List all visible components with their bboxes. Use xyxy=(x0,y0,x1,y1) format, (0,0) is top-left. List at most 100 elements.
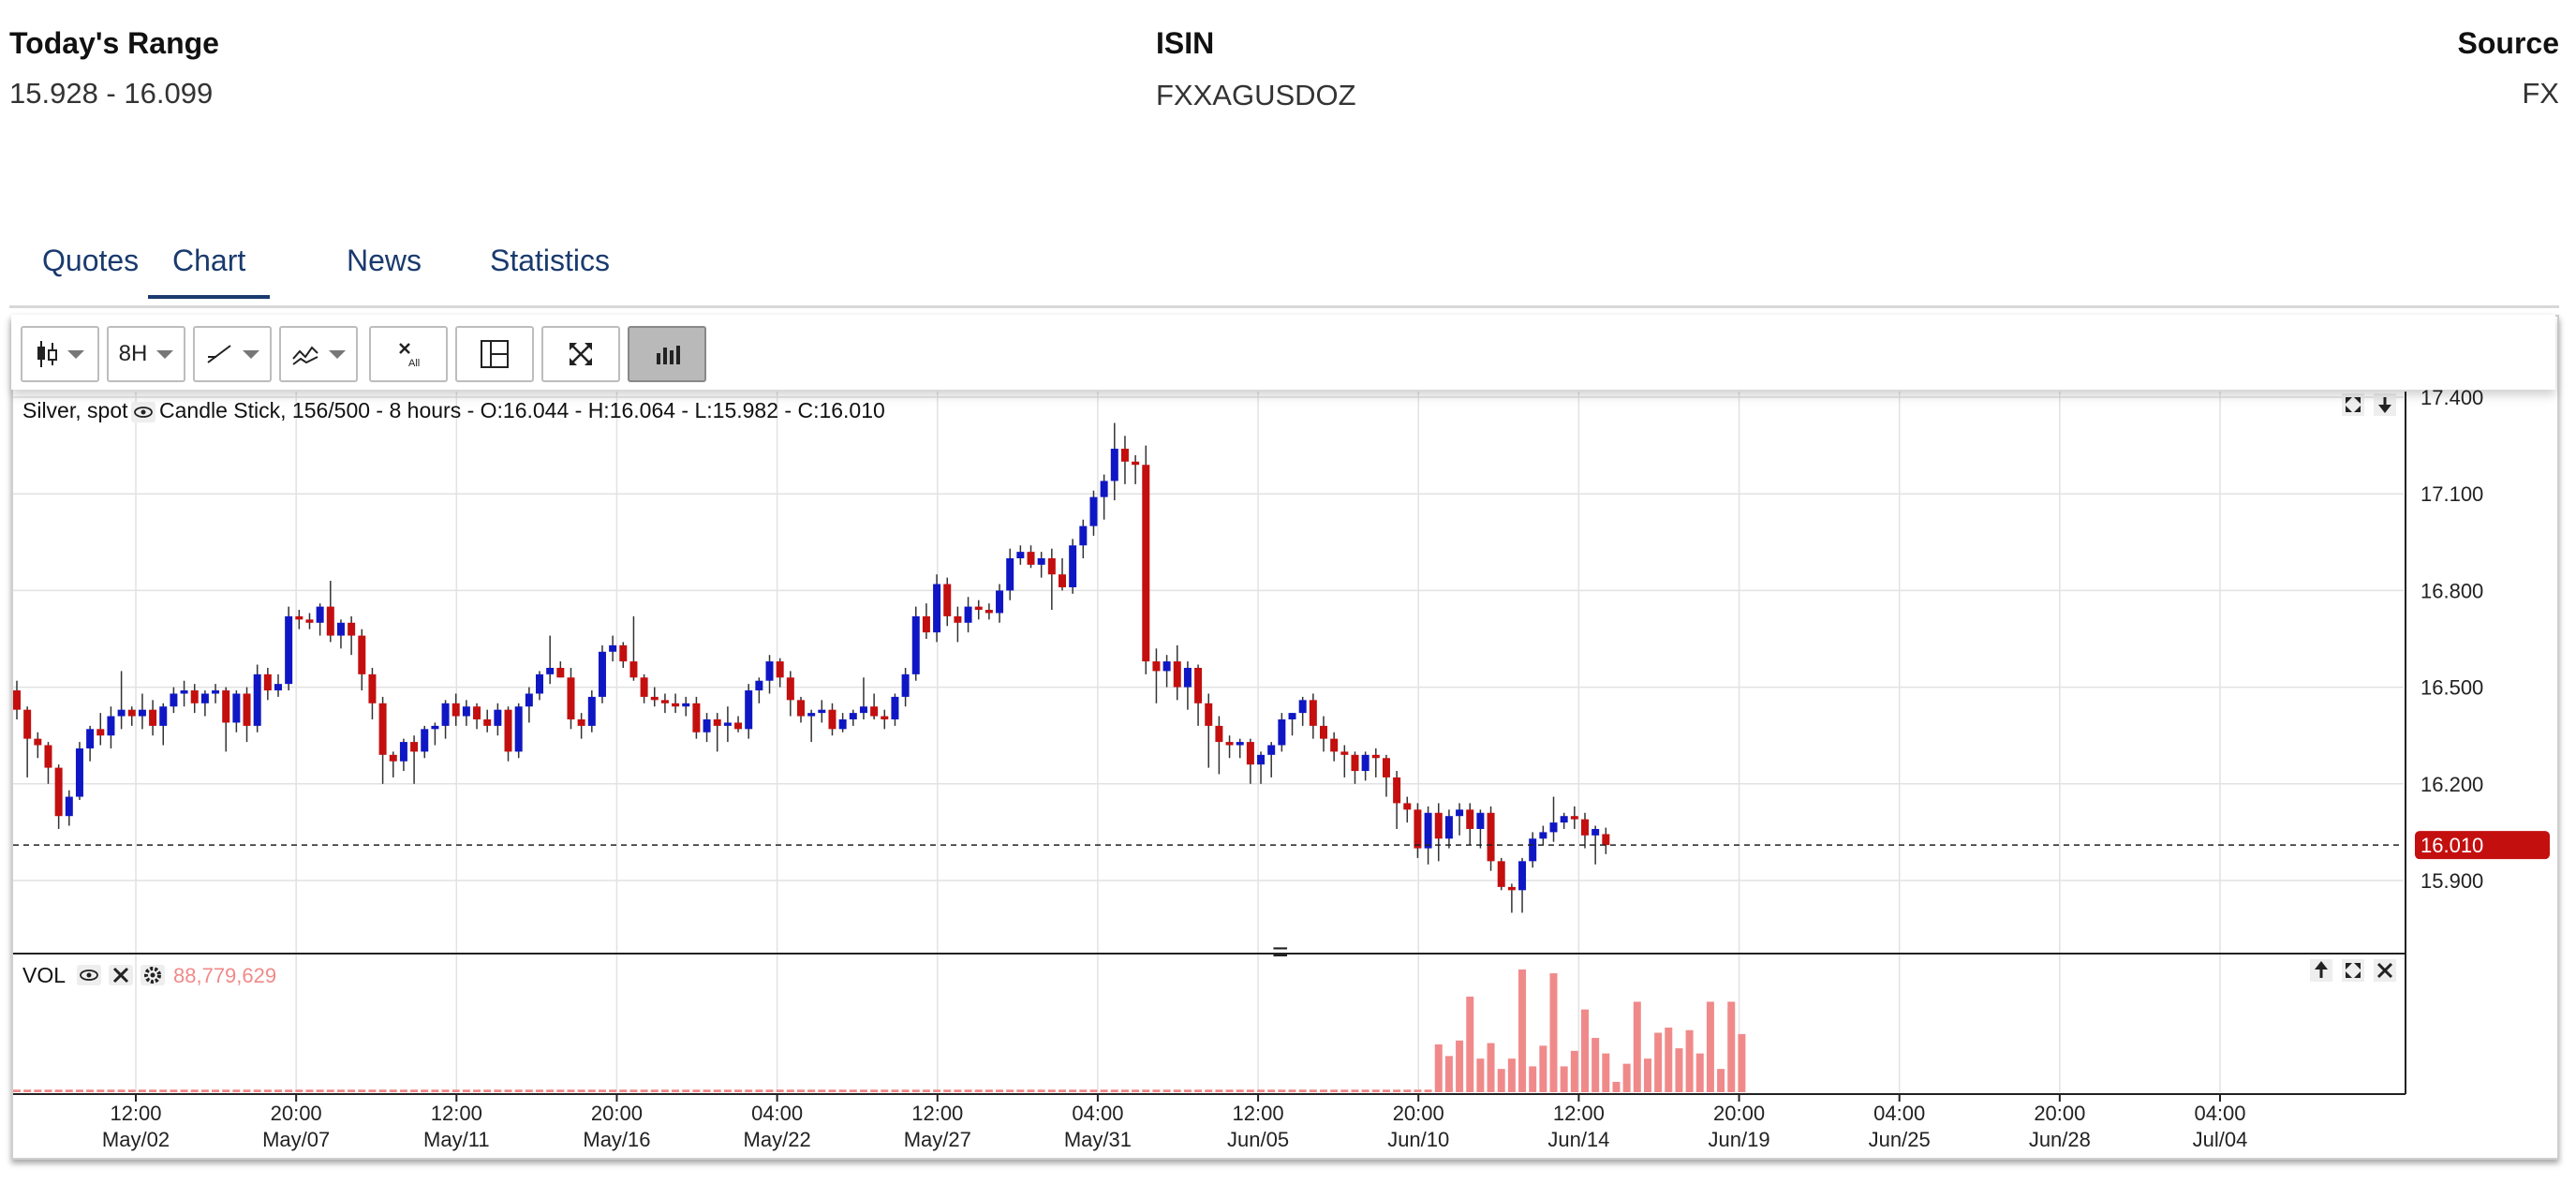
chart-toolbar: 8H All xyxy=(11,315,2555,390)
x-tick-time: 12:00 xyxy=(110,1102,161,1125)
gear-icon[interactable] xyxy=(141,965,165,985)
draw-tool-button[interactable] xyxy=(193,326,272,382)
svg-text:All: All xyxy=(408,358,420,369)
candle-body xyxy=(1194,667,1203,703)
volume-bar xyxy=(901,1089,910,1092)
expand-icon[interactable] xyxy=(2342,393,2364,416)
download-icon[interactable] xyxy=(2374,393,2396,416)
tab-quotes[interactable]: Quotes xyxy=(42,244,140,277)
volume-bar xyxy=(1414,1089,1422,1092)
candle-body xyxy=(1162,661,1171,672)
indicator-button[interactable] xyxy=(279,326,358,382)
volume-toggle-button[interactable] xyxy=(628,326,706,382)
volume-bar xyxy=(1654,1032,1663,1092)
candle-body xyxy=(818,709,826,714)
candle-body xyxy=(525,693,533,707)
candle-body xyxy=(933,584,941,633)
fullscreen-icon xyxy=(570,343,592,365)
volume-bar xyxy=(713,1089,721,1092)
expand-icon[interactable] xyxy=(2342,959,2364,982)
volume-bar xyxy=(326,1089,334,1092)
volume-bar xyxy=(1288,1089,1296,1092)
indicator-icon xyxy=(292,346,318,365)
candle-body xyxy=(682,703,690,707)
tab-bar: Quotes Chart News Statistics xyxy=(9,232,2559,308)
candle-body xyxy=(1298,700,1307,714)
candle-body xyxy=(1225,742,1234,746)
crosshair-button[interactable] xyxy=(455,326,534,382)
eye-icon[interactable] xyxy=(131,402,155,422)
volume-bar xyxy=(849,1089,857,1092)
volume-bar xyxy=(1236,1089,1244,1092)
close-icon[interactable] xyxy=(2374,959,2396,982)
volume-bar xyxy=(556,1089,565,1092)
candle-body xyxy=(1037,558,1045,565)
tab-news[interactable]: News xyxy=(347,244,422,277)
y-tick-label: 16.800 xyxy=(2421,579,2483,602)
volume-bar xyxy=(1549,973,1558,1092)
candle-body xyxy=(274,684,282,691)
candle-body xyxy=(1236,742,1244,746)
volume-bar xyxy=(536,1089,543,1092)
volume-bar xyxy=(180,1089,188,1092)
volume-bar xyxy=(577,1089,585,1092)
candle-body xyxy=(421,729,429,752)
pane-resize-handle[interactable]: = xyxy=(1272,937,1289,968)
eye-icon[interactable] xyxy=(77,965,101,985)
candle-body xyxy=(253,674,261,726)
volume-bar xyxy=(964,1089,972,1092)
candle-body xyxy=(222,690,230,723)
volume-bar xyxy=(1403,1089,1412,1092)
volume-bar xyxy=(1183,1089,1192,1092)
volume-bar xyxy=(881,1089,889,1092)
volume-bar xyxy=(828,1089,836,1092)
volume-bar xyxy=(650,1089,659,1092)
x-tick-date: Jun/28 xyxy=(2029,1128,2091,1151)
candle-body xyxy=(1424,812,1432,849)
candle-body xyxy=(378,703,387,755)
candle-body xyxy=(1444,816,1453,839)
candle-body xyxy=(609,644,617,652)
tab-statistics[interactable]: Statistics xyxy=(490,244,611,277)
volume-bar xyxy=(807,1089,816,1092)
candle-body xyxy=(431,725,439,730)
candle-body xyxy=(786,677,794,701)
y-tick-label: 16.500 xyxy=(2421,676,2483,700)
volume-bar xyxy=(786,1089,794,1092)
move-up-icon[interactable] xyxy=(2310,959,2332,982)
volume-bar xyxy=(243,1089,251,1092)
volume-bar xyxy=(1361,1089,1369,1092)
candle-body xyxy=(1047,558,1056,575)
volume-bar xyxy=(285,1089,293,1092)
volume-bar xyxy=(378,1089,387,1092)
volume-bar xyxy=(933,1089,941,1092)
volume-bar xyxy=(1016,1089,1025,1092)
candle-body xyxy=(1361,754,1369,772)
candle-body xyxy=(660,700,669,703)
volume-bar xyxy=(911,1089,920,1092)
fullscreen-button[interactable] xyxy=(541,326,620,382)
close-icon[interactable] xyxy=(109,965,133,985)
crosshair-icon xyxy=(481,340,509,368)
chart-type-button[interactable] xyxy=(21,326,99,382)
isin-label: ISIN xyxy=(1156,26,1215,60)
x-tick-date: Jun/14 xyxy=(1547,1128,1609,1151)
interval-button[interactable]: 8H xyxy=(107,326,185,382)
x-tick-time: 04:00 xyxy=(1873,1102,1925,1125)
volume-bar xyxy=(1320,1089,1327,1092)
volume-bar xyxy=(1706,1001,1714,1092)
volume-bar xyxy=(452,1089,460,1092)
x-tick-time: 04:00 xyxy=(751,1102,803,1125)
candle-body xyxy=(348,622,356,636)
volume-bar xyxy=(859,1089,867,1092)
candle-body xyxy=(1173,661,1181,688)
clear-all-button[interactable]: All xyxy=(369,326,448,382)
volume-bar xyxy=(473,1089,481,1092)
volume-bar xyxy=(1393,1089,1401,1092)
volume-bar xyxy=(1152,1089,1161,1092)
tab-chart[interactable]: Chart xyxy=(148,244,271,299)
volume-bar xyxy=(1027,1089,1035,1092)
candle-body xyxy=(629,661,638,678)
range-label: Today's Range xyxy=(9,26,219,60)
